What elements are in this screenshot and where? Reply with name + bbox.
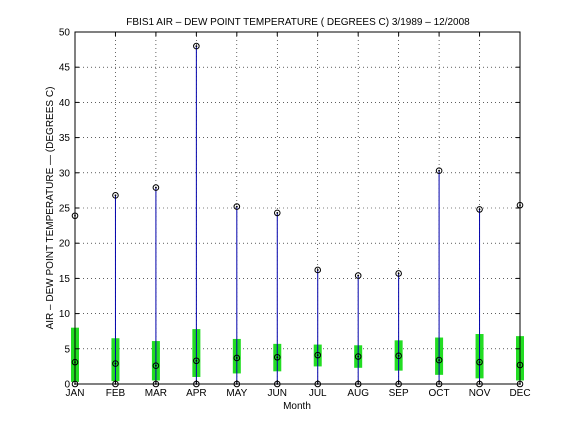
median-marker-dot <box>195 359 198 362</box>
x-tick-label: AUG <box>347 388 369 399</box>
max-marker <box>233 203 241 210</box>
y-tick-label: 40 <box>59 98 71 109</box>
y-tick-label: 30 <box>59 168 71 179</box>
x-tick-label: JUL <box>309 388 327 399</box>
y-axis-label: AIR – DEW POINT TEMPERATURE — (DEGREES C… <box>45 87 56 330</box>
max-marker <box>354 272 362 279</box>
y-tick-label: 0 <box>64 380 70 391</box>
median-marker-dot <box>438 359 440 361</box>
max-marker <box>476 206 483 213</box>
median-marker <box>233 354 241 362</box>
x-tick-label: MAR <box>145 388 167 399</box>
median-marker-dot <box>114 362 117 365</box>
max-marker <box>152 184 160 191</box>
y-axis-ticks: 0 5 10 15 20 25 30 35 40 45 50 <box>59 28 520 391</box>
max-marker <box>273 209 281 217</box>
max-marker <box>435 167 443 174</box>
max-marker-dot <box>114 194 117 197</box>
plot-frame <box>74 31 521 385</box>
y-tick-label: 35 <box>59 133 71 144</box>
median-marker <box>435 356 443 364</box>
max-marker-dot <box>397 272 400 275</box>
grid-lines <box>74 31 521 385</box>
x-axis-label: Month <box>283 401 311 412</box>
max-marker-dot <box>155 186 157 189</box>
x-tick-label: DEC <box>509 388 530 399</box>
median-marker-dot <box>276 356 279 359</box>
median-marker <box>314 351 322 359</box>
max-marker-dot <box>316 269 319 271</box>
median-marker <box>476 358 483 366</box>
median-marker-dot <box>357 355 360 358</box>
median-marker <box>395 352 402 360</box>
median-marker-dot <box>235 357 238 359</box>
y-tick-label: 45 <box>59 63 71 74</box>
x-axis-ticks: JAN FEB MAR APR MAY JUN JUL AUG SEP OCT NOV DEC <box>66 32 531 399</box>
median-marker <box>193 357 200 365</box>
max-marker-dot <box>357 274 360 277</box>
x-tick-label: SEP <box>389 388 409 399</box>
y-tick-label: 50 <box>59 28 71 39</box>
y-tick-label: 10 <box>59 309 71 320</box>
x-tick-label: NOV <box>469 388 491 399</box>
x-tick-label: MAY <box>226 388 247 399</box>
median-marker-dot <box>316 354 319 357</box>
chart-title: FBIS1 AIR – DEW POINT TEMPERATURE ( DEGR… <box>126 17 470 28</box>
max-marker-dot <box>235 205 238 208</box>
max-marker-dot <box>438 169 440 172</box>
median-marker-dot <box>155 364 157 367</box>
median-marker-dot <box>478 361 481 364</box>
plot-marks <box>71 42 524 388</box>
max-marker <box>193 42 200 50</box>
max-marker <box>112 192 119 199</box>
max-marker <box>395 270 402 277</box>
x-tick-label: FEB <box>106 388 126 399</box>
max-marker-dot <box>478 208 481 211</box>
median-marker-dot <box>397 354 400 357</box>
x-tick-label: APR <box>186 388 207 399</box>
median-marker <box>354 353 362 360</box>
y-tick-label: 5 <box>64 344 70 355</box>
x-tick-label: OCT <box>429 388 450 399</box>
median-marker <box>112 360 119 367</box>
y-tick-label: 20 <box>59 239 71 250</box>
y-tick-label: 25 <box>59 204 71 215</box>
median-marker <box>152 362 160 369</box>
max-marker-dot <box>195 45 198 47</box>
x-tick-label: JUN <box>268 388 287 399</box>
median-marker <box>273 353 281 361</box>
max-marker <box>314 266 322 274</box>
y-tick-label: 15 <box>59 274 71 285</box>
max-marker-dot <box>276 212 279 214</box>
x-tick-label: JAN <box>66 388 85 399</box>
